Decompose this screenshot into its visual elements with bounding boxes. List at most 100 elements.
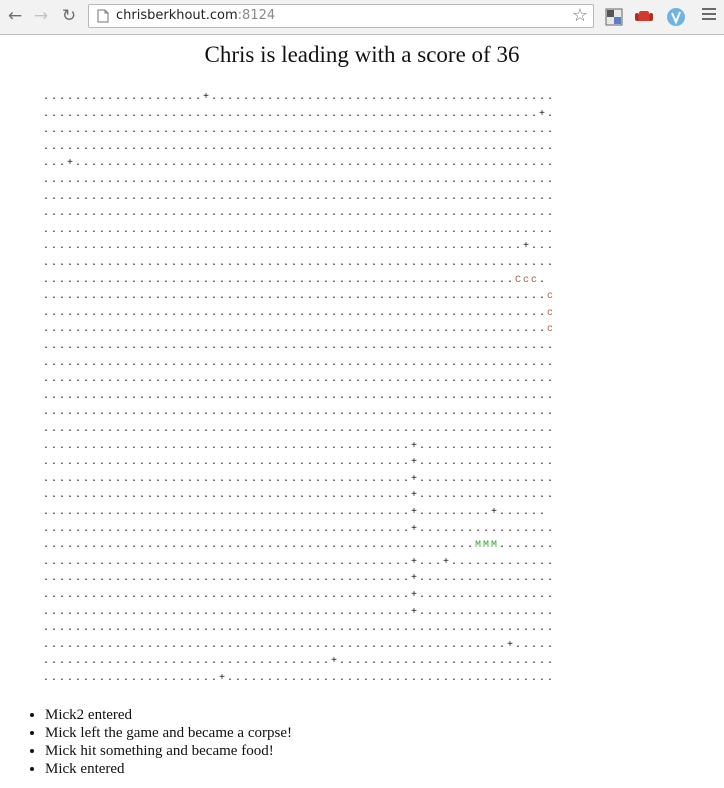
board-cell-empty: . <box>242 258 249 269</box>
board-cell-empty: . <box>58 673 65 684</box>
forward-icon[interactable]: → <box>33 6 49 26</box>
menu-icon[interactable] <box>702 8 716 22</box>
board-cell-empty: . <box>522 507 529 518</box>
board-cell-empty: . <box>482 141 489 153</box>
board-cell-empty: . <box>122 573 129 585</box>
board-cell-empty: . <box>434 540 441 552</box>
board-cell-empty: . <box>194 92 201 103</box>
board-cell-empty: . <box>210 374 217 386</box>
board-cell-empty: . <box>490 407 497 419</box>
board-cell-empty: . <box>322 606 329 618</box>
board-cell-empty: . <box>114 424 121 435</box>
board-cell-empty: . <box>434 573 441 585</box>
board-row: ........................................… <box>42 389 554 404</box>
board-cell-empty: . <box>170 473 177 485</box>
board-cell-empty: . <box>218 540 225 552</box>
board-cell-empty: . <box>50 573 57 585</box>
board-cell-empty: . <box>450 507 457 518</box>
board-cell-empty: . <box>282 224 289 236</box>
board-cell-empty: . <box>298 656 305 668</box>
board-cell-empty: . <box>178 457 185 469</box>
board-cell-empty: . <box>226 407 233 419</box>
back-icon[interactable]: ← <box>7 6 23 26</box>
board-cell-empty: . <box>50 673 57 684</box>
board-cell-empty: . <box>498 357 505 369</box>
snake-c-segment: c <box>522 274 529 286</box>
board-cell-empty: . <box>218 490 225 502</box>
board-cell-empty: . <box>42 623 49 635</box>
board-cell-empty: . <box>66 208 73 220</box>
board-cell-empty: . <box>98 357 105 369</box>
board-cell-empty: . <box>522 224 529 236</box>
extension-grid-icon[interactable] <box>604 7 624 27</box>
board-cell-empty: . <box>290 241 297 253</box>
board-cell-empty: . <box>114 507 121 518</box>
board-cell-empty: . <box>234 108 241 120</box>
board-cell-empty: . <box>178 556 185 568</box>
board-food: + <box>442 556 449 568</box>
board-cell-empty: . <box>82 208 89 220</box>
board-cell-empty: . <box>114 307 121 319</box>
board-cell-empty: . <box>538 241 545 253</box>
board-cell-empty: . <box>482 556 489 568</box>
board-cell-empty: . <box>322 141 329 153</box>
board-cell-empty: . <box>322 224 329 236</box>
board-cell-empty: . <box>242 440 249 452</box>
board-cell-empty: . <box>338 623 345 635</box>
board-cell-empty: . <box>114 606 121 618</box>
board-cell-empty: . <box>482 191 489 203</box>
board-cell-empty: . <box>474 341 481 352</box>
board-cell-empty: . <box>490 191 497 203</box>
board-cell-empty: . <box>146 158 153 170</box>
board-cell-empty: . <box>466 473 473 485</box>
board-cell-empty: . <box>66 523 73 535</box>
bookmark-star-icon[interactable]: ☆ <box>571 5 589 26</box>
board-cell-empty: . <box>394 108 401 120</box>
extension-couch-icon[interactable] <box>634 7 654 27</box>
board-cell-empty: . <box>170 606 177 618</box>
board-cell-empty: . <box>250 540 257 552</box>
reload-icon[interactable]: ↻ <box>61 6 77 26</box>
board-cell-empty: . <box>274 540 281 552</box>
board-cell-empty: . <box>42 639 49 651</box>
board-cell-empty: . <box>282 523 289 535</box>
board-cell-empty: . <box>418 390 425 402</box>
board-cell-empty: . <box>330 125 337 137</box>
board-cell-empty: . <box>442 291 449 303</box>
board-cell-empty: . <box>282 141 289 153</box>
board-cell-empty: . <box>202 606 209 618</box>
address-bar[interactable]: chrisberkhout.com:8124 ☆ <box>88 4 594 28</box>
board-cell-empty: . <box>282 191 289 203</box>
board-cell-empty: . <box>258 639 265 651</box>
board-cell-empty: . <box>498 158 505 170</box>
board-cell-empty: . <box>386 374 393 386</box>
board-cell-empty: . <box>122 407 129 419</box>
board-cell-empty: . <box>90 274 97 286</box>
board-cell-empty: . <box>402 241 409 253</box>
board-cell-empty: . <box>170 556 177 568</box>
board-cell-empty: . <box>530 606 537 618</box>
board-cell-empty: . <box>482 241 489 253</box>
board-food: + <box>410 457 417 469</box>
board-cell-empty: . <box>490 623 497 635</box>
board-cell-empty: . <box>474 639 481 651</box>
board-cell-empty: . <box>250 324 257 336</box>
board-cell-empty: . <box>154 258 161 269</box>
board-cell-empty: . <box>442 141 449 153</box>
board-cell-empty: . <box>434 224 441 236</box>
board-cell-empty: . <box>122 490 129 502</box>
board-cell-empty: . <box>138 490 145 502</box>
board-cell-empty: . <box>482 573 489 585</box>
board-cell-empty: . <box>378 424 385 435</box>
board-cell-empty: . <box>90 224 97 236</box>
extension-v-icon[interactable] <box>666 7 686 27</box>
board-cell-empty: . <box>466 639 473 651</box>
board-cell-empty: . <box>346 606 353 618</box>
board-cell-empty: . <box>362 357 369 369</box>
board-cell-empty: . <box>434 407 441 419</box>
board-cell-empty: . <box>354 307 361 319</box>
board-cell-empty: . <box>250 158 257 170</box>
board-cell-empty: . <box>98 424 105 435</box>
board-cell-empty: . <box>170 573 177 585</box>
board-cell-empty: . <box>186 341 193 352</box>
